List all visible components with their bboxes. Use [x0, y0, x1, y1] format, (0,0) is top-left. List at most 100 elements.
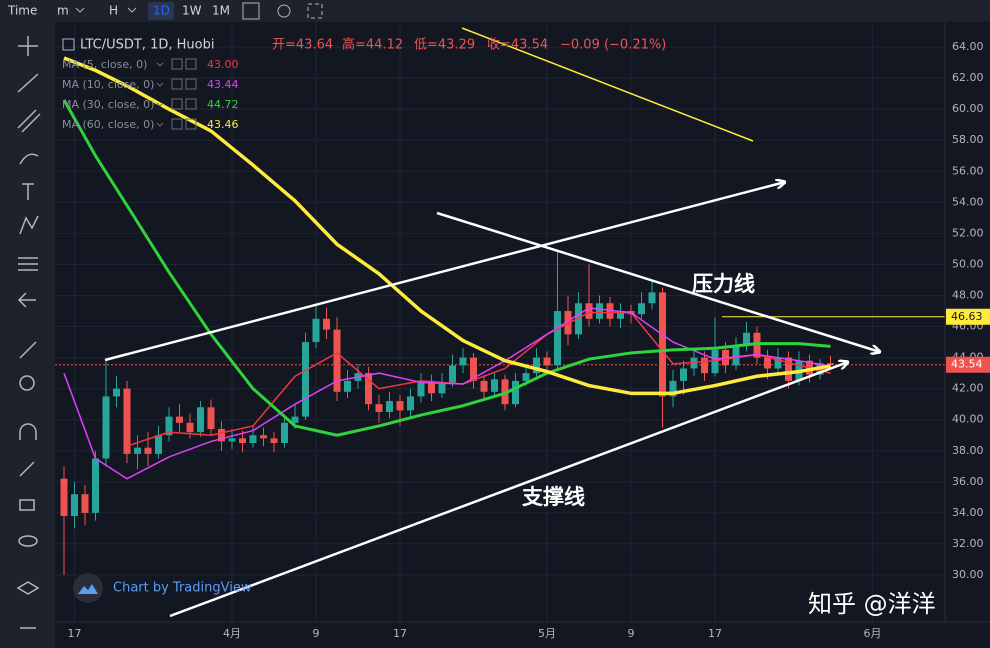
- legend-value: 43.00: [207, 58, 239, 71]
- candle-body: [197, 407, 204, 433]
- toolbar-item[interactable]: 1D: [153, 4, 170, 18]
- y-tick-label: 38.00: [952, 444, 984, 457]
- toolbar-item[interactable]: 1W: [182, 4, 202, 18]
- ohlc: 收=43.54: [487, 38, 548, 53]
- x-tick-label: 9: [628, 627, 635, 640]
- legend-buttons: [156, 98, 197, 110]
- ma-line: [63, 56, 831, 396]
- candle-body: [470, 357, 477, 381]
- candle-body: [302, 342, 309, 417]
- legend: MA (5, close, 0) 43.00 MA (10, close, 0) 43…: [62, 58, 239, 131]
- ohlc: 低=43.29: [414, 38, 475, 53]
- y-tick-label: 58.00: [952, 133, 984, 146]
- candle-body: [113, 388, 120, 397]
- toolbar-item[interactable]: Time: [7, 4, 37, 18]
- candle-body: [123, 388, 131, 454]
- y-tick-label: 32.00: [952, 537, 984, 550]
- y-tick-label: 62.00: [952, 71, 984, 84]
- y-tick-label: 56.00: [952, 164, 984, 177]
- price-label: 43.54: [951, 358, 983, 371]
- legend-name: MA (30, close, 0): [62, 98, 154, 111]
- candle-body: [207, 407, 215, 430]
- toolbar-item[interactable]: m: [57, 4, 69, 18]
- candle-body: [480, 380, 488, 392]
- legend-name: MA (10, close, 0): [62, 78, 154, 91]
- y-tick-label: 54.00: [952, 195, 984, 208]
- candle-body: [134, 447, 141, 454]
- candle-body: [711, 349, 719, 374]
- ohlc: 开=43.64: [272, 38, 333, 53]
- y-tick-label: 52.00: [952, 226, 984, 239]
- legend-buttons: [156, 78, 197, 90]
- trend-line: [461, 27, 754, 142]
- x-tick-label: 4月: [223, 627, 241, 640]
- candle-body: [344, 380, 351, 392]
- candle-body: [81, 494, 89, 513]
- x-tick-label: 17: [68, 627, 82, 640]
- annotation: 压力线: [692, 272, 755, 296]
- candle-body: [449, 365, 456, 383]
- candle-body: [396, 401, 404, 411]
- candle-body: [554, 311, 561, 366]
- ma-line: [62, 99, 831, 437]
- legend-value: 44.72: [207, 98, 239, 111]
- candle-body: [428, 380, 435, 394]
- x-tick-label: 17: [393, 627, 407, 640]
- snapshot-icon[interactable]: [307, 3, 323, 19]
- candle-body: [239, 438, 246, 443]
- chart-type-icon[interactable]: [242, 2, 260, 20]
- y-tick-label: 48.00: [952, 289, 984, 302]
- watermark: Chart by TradingView: [113, 581, 252, 596]
- ma-line: [126, 311, 831, 447]
- candle-body: [407, 396, 414, 411]
- candle-body: [764, 357, 771, 369]
- active-interval: [148, 2, 174, 20]
- tv-logo-mark: [78, 584, 98, 594]
- candle-body: [218, 429, 225, 442]
- candle-body: [596, 303, 603, 319]
- price-axis: [945, 22, 990, 648]
- candle-body: [249, 435, 257, 443]
- toolbar-item[interactable]: H: [109, 4, 118, 18]
- price-label-box: [946, 308, 990, 325]
- symbol: LTC/USDT, 1D, Huobi: [80, 38, 214, 53]
- legend-name: MA (60, close, 0): [62, 118, 154, 131]
- candle-body: [417, 380, 425, 397]
- candle-body: [743, 332, 750, 346]
- x-tick-label: 6月: [864, 627, 882, 640]
- tool-icons[interactable]: [16, 36, 41, 629]
- candle-body: [291, 416, 299, 423]
- annotation: 支撑线: [522, 485, 585, 509]
- y-tick-label: 50.00: [952, 257, 984, 270]
- candle-body: [659, 292, 666, 397]
- settings-icon[interactable]: [277, 4, 291, 18]
- x-tick-label: 17: [708, 627, 722, 640]
- collapse-icon[interactable]: [62, 38, 75, 51]
- candle-body: [669, 380, 677, 397]
- y-tick-label: 36.00: [952, 475, 984, 488]
- candle-body: [543, 357, 551, 366]
- candle-body: [732, 345, 740, 366]
- candle-body: [785, 357, 792, 381]
- candle-body: [155, 435, 162, 454]
- y-tick-label: 34.00: [952, 506, 984, 519]
- ma-line: [63, 307, 831, 480]
- candle-body: [617, 311, 624, 319]
- candle-body: [375, 404, 383, 412]
- legend-buttons: [156, 118, 197, 130]
- candle-body: [680, 368, 687, 381]
- candle-body: [333, 329, 341, 392]
- candle-body: [690, 357, 698, 369]
- candle-body: [648, 292, 656, 304]
- candle-body: [522, 373, 530, 381]
- candle-body: [512, 380, 519, 405]
- toolbar-item[interactable]: 1M: [212, 4, 230, 18]
- legend-value: 43.44: [207, 78, 239, 91]
- candle-body: [102, 396, 110, 459]
- legend-value: 43.46: [207, 118, 239, 131]
- candle-body: [638, 303, 645, 315]
- candle-body: [60, 478, 68, 516]
- trend-line: [436, 211, 880, 352]
